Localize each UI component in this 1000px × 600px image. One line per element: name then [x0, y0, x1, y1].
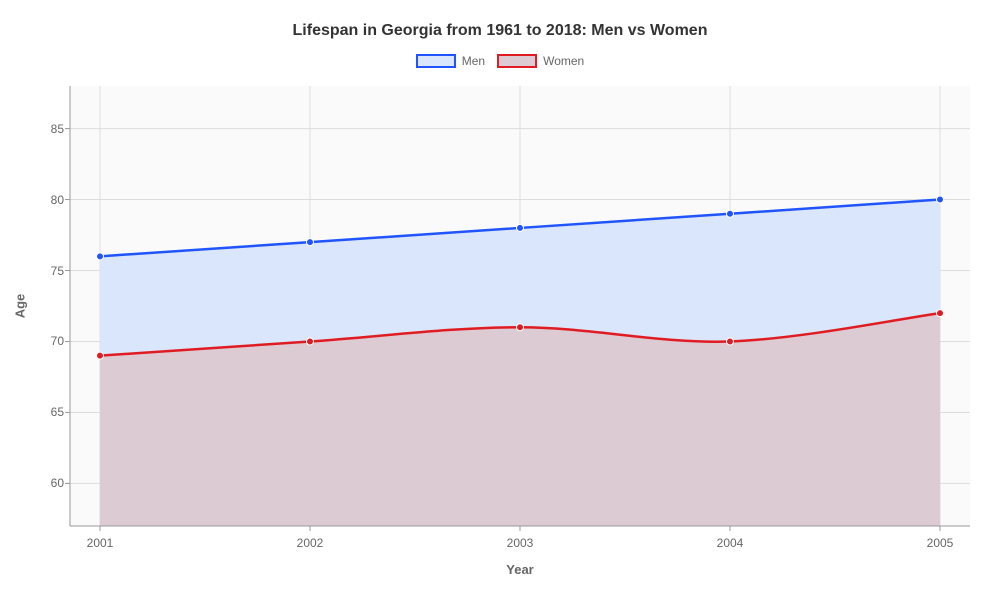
- legend-swatch-women: [497, 54, 537, 68]
- chart-svg: [70, 86, 970, 526]
- y-tick-label: 75: [40, 264, 64, 278]
- y-tick-label: 70: [40, 334, 64, 348]
- legend-label-men: Men: [462, 54, 485, 68]
- chart-legend: Men Women: [0, 54, 1000, 68]
- y-tick-label: 65: [40, 405, 64, 419]
- legend-label-women: Women: [543, 54, 584, 68]
- legend-item-men[interactable]: Men: [416, 54, 485, 68]
- x-axis-label: Year: [506, 562, 533, 577]
- x-tick-label: 2002: [297, 536, 324, 550]
- chart-title: Lifespan in Georgia from 1961 to 2018: M…: [0, 22, 1000, 40]
- y-axis-label: Age: [13, 294, 28, 319]
- y-tick-label: 85: [40, 122, 64, 136]
- x-tick-label: 2005: [927, 536, 954, 550]
- plot-area: [70, 86, 970, 526]
- chart-container: Lifespan in Georgia from 1961 to 2018: M…: [0, 0, 1000, 600]
- legend-swatch-men: [416, 54, 456, 68]
- y-tick-label: 60: [40, 476, 64, 490]
- x-tick-label: 2001: [87, 536, 114, 550]
- legend-item-women[interactable]: Women: [497, 54, 584, 68]
- x-tick-label: 2003: [507, 536, 534, 550]
- x-tick-label: 2004: [717, 536, 744, 550]
- y-tick-label: 80: [40, 193, 64, 207]
